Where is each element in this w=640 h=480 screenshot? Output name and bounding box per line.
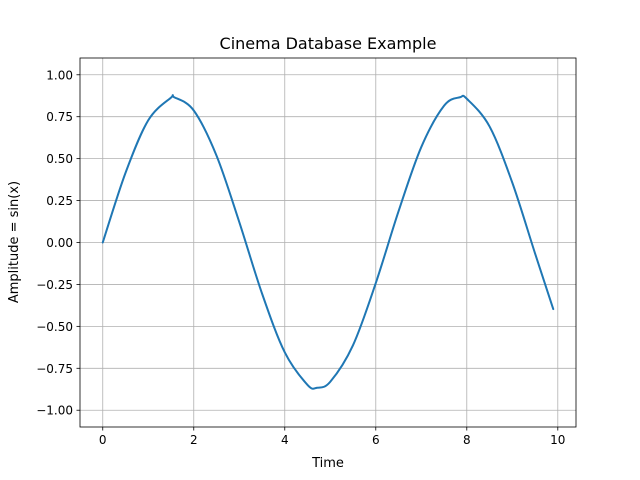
x-tick-label: 10: [550, 433, 565, 447]
y-tick-label: 0.75: [46, 110, 73, 124]
x-tick-label: 2: [190, 433, 198, 447]
series-layer: [101, 94, 555, 390]
y-tick-label: −0.50: [36, 320, 73, 334]
x-tick-label: 4: [281, 433, 289, 447]
y-tick-label: 0.50: [46, 152, 73, 166]
x-tick-label: 0: [99, 433, 107, 447]
tick-marks: [76, 74, 559, 431]
series-line: [101, 94, 555, 390]
y-tick-label: −0.75: [36, 362, 73, 376]
y-tick-label: −1.00: [36, 404, 73, 418]
tick-labels: 0 2 4 6 8 10 −1.00 −0.75 −0.50 −0.25 0.00 0.25 0.50 0…: [36, 68, 565, 447]
y-tick-label: −0.25: [36, 278, 73, 292]
y-tick-label: 0.00: [46, 236, 73, 250]
grid-lines: [80, 58, 576, 427]
y-tick-label: 1.00: [46, 68, 73, 82]
y-axis-label: Amplitude = sin(x): [7, 181, 22, 303]
x-axis-label: Time: [311, 456, 344, 471]
x-tick-label: 8: [463, 433, 471, 447]
y-tick-label: 0.25: [46, 194, 73, 208]
chart-title: Cinema Database Example: [220, 34, 437, 53]
x-tick-label: 6: [372, 433, 380, 447]
